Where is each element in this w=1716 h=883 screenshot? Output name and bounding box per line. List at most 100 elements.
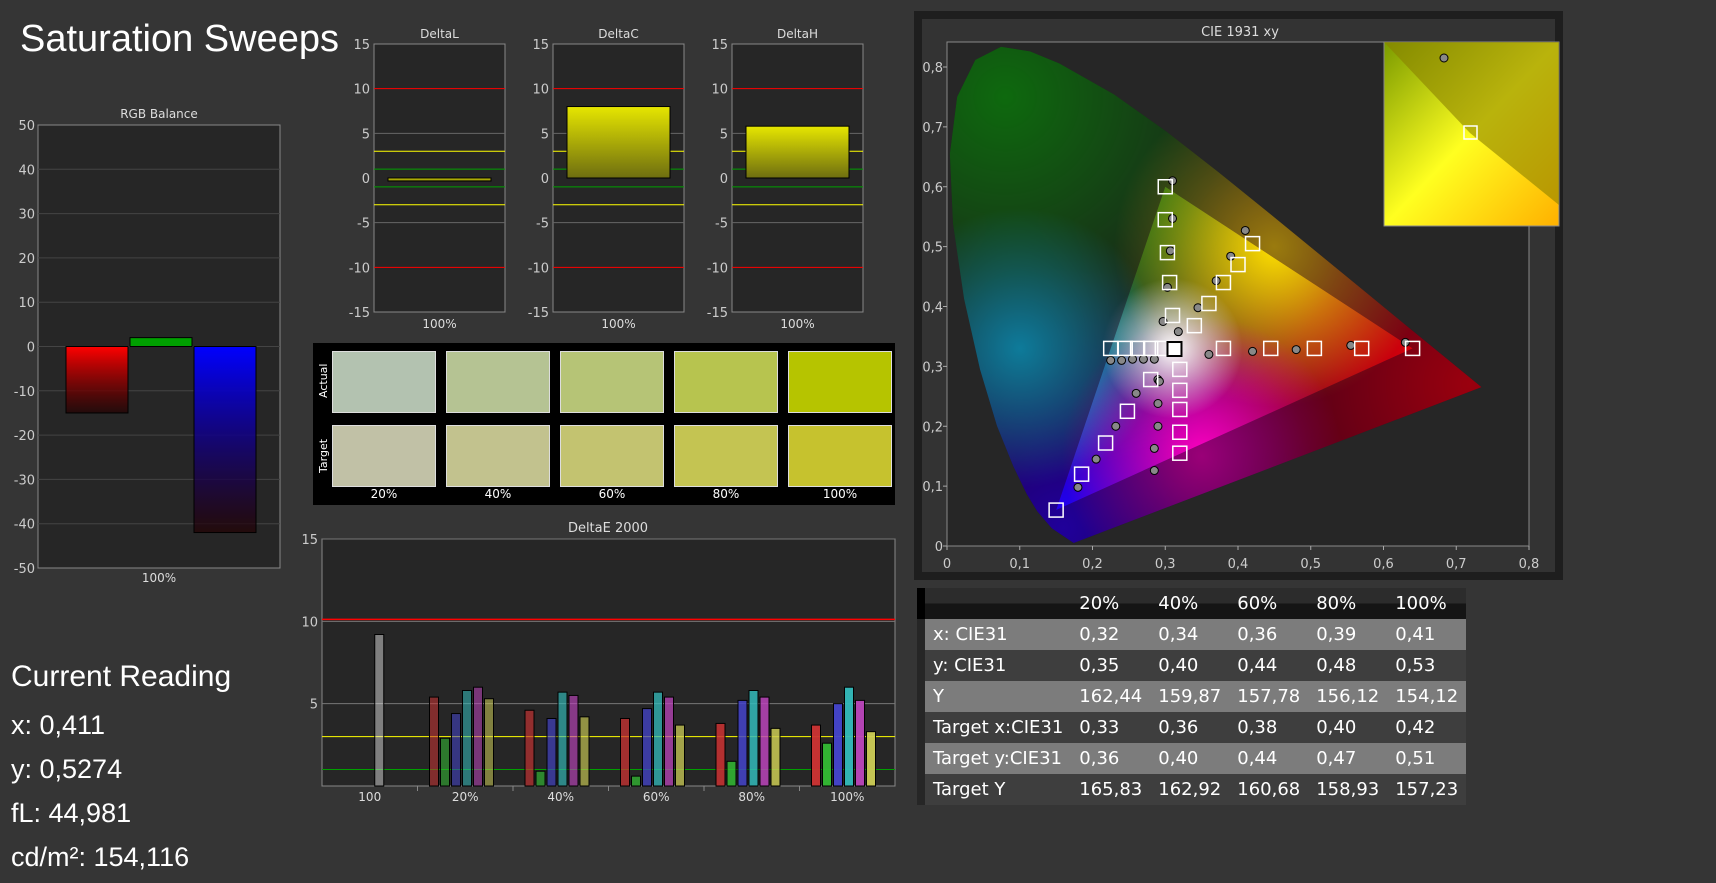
y-tick-label: -20 — [14, 429, 35, 444]
measured-point — [1111, 421, 1121, 431]
table-row: y: CIE31 0,35 0,40 0,44 0,48 0,53 — [917, 650, 1467, 681]
deltae-bar — [748, 689, 759, 787]
table-cell: 162,44 — [1071, 681, 1151, 712]
y-tick-label: 0,5 — [922, 241, 943, 256]
y-tick-label: 30 — [18, 208, 35, 223]
y-tick-label: 0 — [541, 172, 549, 187]
target-square — [1164, 307, 1181, 324]
measured-point — [1091, 454, 1101, 464]
table-cell: 160,68 — [1229, 774, 1309, 805]
rgb-bar — [193, 346, 257, 534]
inset-outside-gamut — [1384, 42, 1559, 205]
table-row: Target y:CIE31 0,36 0,40 0,44 0,47 0,51 — [917, 743, 1467, 774]
x-tick-label: 0,3 — [1155, 557, 1176, 572]
plot-area — [321, 538, 896, 787]
deltae-bar — [844, 686, 854, 787]
measured-point — [1165, 246, 1175, 256]
deltae-bar — [546, 717, 557, 787]
table-cell: 157,78 — [1229, 681, 1309, 712]
deltae-bar — [631, 775, 641, 787]
measured-point — [1149, 466, 1159, 476]
y-tick-label: 0,6 — [922, 181, 943, 196]
target-square — [1172, 445, 1188, 461]
target-square — [1159, 244, 1176, 261]
table-cell: 0,44 — [1229, 650, 1309, 681]
y-tick-label: 5 — [541, 127, 549, 142]
deltae-bar — [822, 742, 832, 787]
table-cell: 157,23 — [1387, 774, 1467, 805]
measured-point — [1106, 355, 1116, 365]
measured-point — [1149, 443, 1159, 453]
y-tick-label: -10 — [14, 385, 35, 400]
patch-label: 80% — [712, 487, 740, 501]
target-square — [1306, 340, 1323, 357]
measured-point — [1073, 482, 1083, 492]
y-tick-label: 50 — [18, 119, 35, 134]
delta-bar — [566, 106, 671, 179]
patch-label: 100% — [822, 487, 858, 501]
row-label-target: Target — [317, 438, 330, 473]
y-tick-label: 5 — [362, 127, 370, 142]
chart-title: DeltaC — [598, 27, 638, 41]
x-tick-label: 40% — [547, 790, 574, 804]
cie-1931-chart: CIE 1931 xy 0 0,1 0,2 0,3 0,4 0,5 0,6 0,7 0,8 0 0,1… — [914, 11, 1563, 580]
x-tick-label: 100% — [601, 317, 635, 331]
row-marker — [917, 619, 925, 650]
measured-point — [1346, 340, 1356, 350]
deltae-bar — [462, 689, 472, 787]
rgb-bar — [129, 337, 193, 348]
deltae-bar — [866, 731, 876, 787]
x-tick-label: 20% — [452, 790, 479, 804]
target-square — [1172, 424, 1188, 440]
page-title: Saturation Sweeps — [20, 18, 339, 60]
delta-chart-deltah: DeltaH 15 10 5 0 -5 -10 -15 100% — [707, 27, 864, 331]
table-cell: 162,92 — [1150, 774, 1230, 805]
target-square — [1186, 317, 1203, 334]
target-square — [1129, 340, 1146, 357]
y-tick-label: -5 — [536, 217, 549, 232]
target-square — [1463, 125, 1478, 140]
patch-label: 20% — [370, 487, 398, 501]
row-label-actual: Actual — [317, 363, 330, 398]
x-tick-label: 100% — [780, 317, 814, 331]
deltae-2000-chart: DeltaE 2000 15 10 5 100 20% 40% 60% 80% 100% — [301, 521, 896, 804]
target-square — [1157, 211, 1173, 228]
actual-patch — [674, 351, 778, 413]
deltae-bar — [855, 699, 865, 787]
row-label: Y — [925, 681, 1072, 712]
table-cell: 0,35 — [1071, 650, 1151, 681]
row-marker — [917, 588, 925, 619]
target-square — [1201, 295, 1217, 312]
target-square — [1172, 382, 1188, 399]
y-tick-label: -15 — [528, 306, 549, 321]
table-cell: 0,41 — [1387, 619, 1467, 650]
target-patch — [788, 425, 892, 487]
x-tick-label: 0 — [943, 557, 951, 572]
table-cell: 159,87 — [1150, 681, 1230, 712]
target-square — [1048, 502, 1064, 518]
deltae-bar — [568, 694, 579, 787]
y-tick-label: -40 — [14, 518, 35, 533]
table-cell: 0,36 — [1229, 619, 1309, 650]
measured-point — [1138, 354, 1148, 364]
rgb-balance-chart: RGB Balance 50 40 30 20 10 0 -10 -20 -30 -40 -50 100… — [14, 107, 281, 585]
actual-patch — [788, 351, 892, 413]
target-square — [1262, 340, 1279, 357]
delta-bar — [745, 125, 850, 179]
delta-charts: DeltaL 15 10 5 0 -5 -10 -15 100% DeltaC 15 10 5 0 -5 -1… — [349, 27, 864, 331]
deltae-bar — [429, 696, 439, 787]
measured-point — [1117, 355, 1127, 365]
target-square — [1230, 256, 1246, 273]
table-cell: 158,93 — [1308, 774, 1388, 805]
target-square — [1404, 340, 1421, 357]
target-patch — [674, 425, 778, 487]
chart-title: RGB Balance — [120, 107, 198, 121]
target-square — [1142, 340, 1159, 357]
target-square — [1172, 401, 1188, 418]
table-cell: 156,12 — [1308, 681, 1388, 712]
deltae-bar — [473, 686, 483, 787]
target-square — [1119, 403, 1136, 420]
patch-label: 60% — [598, 487, 626, 501]
y-tick-label: 0 — [362, 172, 370, 187]
